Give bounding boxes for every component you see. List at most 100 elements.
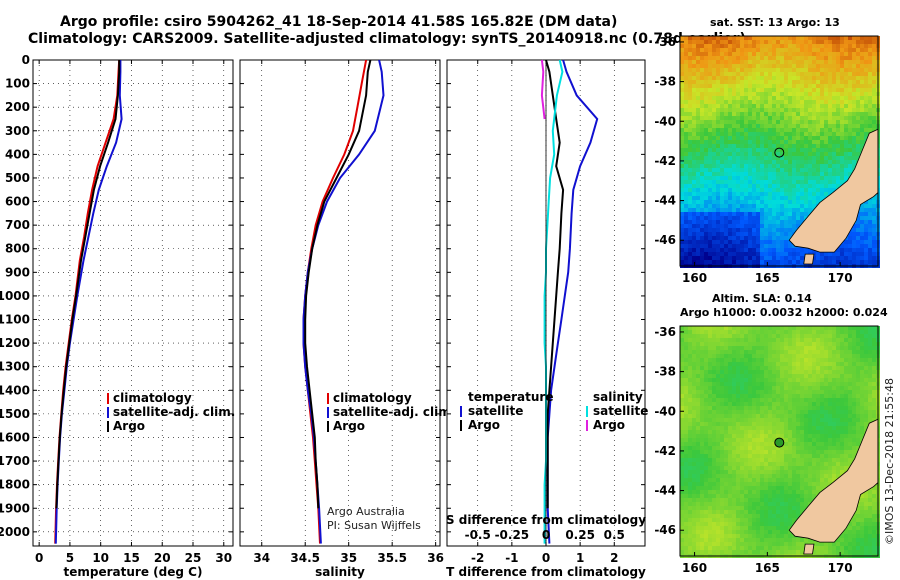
map-cell <box>868 350 872 354</box>
map-cell <box>716 64 720 68</box>
map-cell <box>696 342 700 346</box>
map-cell <box>704 414 708 418</box>
map-cell <box>856 228 860 232</box>
map-cell <box>784 88 788 92</box>
map-cell <box>700 252 704 256</box>
map-cell <box>836 148 840 152</box>
map-cell <box>816 168 820 172</box>
map-cell <box>744 192 748 196</box>
map-cell <box>692 252 696 256</box>
map-cell <box>680 92 684 96</box>
map-cell <box>772 60 776 64</box>
map-cell <box>796 374 800 378</box>
map-cell <box>736 224 740 228</box>
map-cell <box>784 244 788 248</box>
map-cell <box>792 338 796 342</box>
map-cell <box>836 410 840 414</box>
map-cell <box>848 256 852 260</box>
map-cell <box>756 220 760 224</box>
map-cell <box>740 414 744 418</box>
map-cell <box>748 450 752 454</box>
map-cell <box>848 418 852 422</box>
map-cell <box>712 454 716 458</box>
map-cell <box>728 108 732 112</box>
map-cell <box>816 358 820 362</box>
map-cell <box>848 454 852 458</box>
map-cell <box>820 112 824 116</box>
map-cell <box>768 386 772 390</box>
title-line-1: Argo profile: csiro 5904262_41 18-Sep-20… <box>60 14 617 30</box>
map-cell <box>872 224 876 228</box>
map-cell <box>688 200 692 204</box>
map-cell <box>732 394 736 398</box>
map-cell <box>836 252 840 256</box>
map-cell <box>848 378 852 382</box>
map-cell <box>680 454 684 458</box>
map-cell <box>740 406 744 410</box>
map-cell <box>828 342 832 346</box>
map-cell <box>804 366 808 370</box>
map-cell <box>868 366 872 370</box>
map-cell <box>732 200 736 204</box>
y-tick-label: 1900 <box>0 501 30 515</box>
map-cell <box>696 212 700 216</box>
map-cell <box>812 176 816 180</box>
map-cell <box>776 196 780 200</box>
map-cell <box>756 410 760 414</box>
map-cell <box>684 124 688 128</box>
map-cell <box>768 188 772 192</box>
map-cell <box>740 88 744 92</box>
map-cell <box>796 366 800 370</box>
map-cell <box>796 124 800 128</box>
map-cell <box>696 220 700 224</box>
map-cell <box>724 140 728 144</box>
map-cell <box>852 104 856 108</box>
map-cell <box>840 80 844 84</box>
map-cell <box>764 196 768 200</box>
map-cell <box>696 96 700 100</box>
map-cell <box>688 44 692 48</box>
map-cell <box>836 164 840 168</box>
map-cell <box>824 188 828 192</box>
map-cell <box>748 168 752 172</box>
map-cell <box>760 112 764 116</box>
map-cell <box>848 350 852 354</box>
map-cell <box>792 466 796 470</box>
map-cell <box>812 346 816 350</box>
map-cell <box>732 370 736 374</box>
map-cell <box>684 56 688 60</box>
map-cell <box>776 454 780 458</box>
map-cell <box>816 398 820 402</box>
map-cell <box>768 326 772 330</box>
map-cell <box>804 462 808 466</box>
map-cell <box>772 256 776 260</box>
map-cell <box>744 176 748 180</box>
map-cell <box>820 40 824 44</box>
map-cell <box>860 330 864 334</box>
map-cell <box>844 104 848 108</box>
map-cell <box>796 260 800 264</box>
map-cell <box>704 358 708 362</box>
map-cell <box>824 76 828 80</box>
map-cell <box>772 172 776 176</box>
map-cell <box>868 410 872 414</box>
map-cell <box>744 260 748 264</box>
map-cell <box>692 334 696 338</box>
map-cell <box>736 378 740 382</box>
map-cell <box>860 56 864 60</box>
map-cell <box>728 160 732 164</box>
map-cell <box>812 164 816 168</box>
map-cell <box>712 36 716 40</box>
map-cell <box>828 172 832 176</box>
map-cell <box>732 350 736 354</box>
map-cell <box>768 458 772 462</box>
map-cell <box>856 426 860 430</box>
map-cell <box>768 72 772 76</box>
map-cell <box>808 72 812 76</box>
map-cell <box>696 260 700 264</box>
map-cell <box>744 378 748 382</box>
map-cell <box>716 92 720 96</box>
map-cell <box>728 256 732 260</box>
map-cell <box>688 244 692 248</box>
map-cell <box>708 80 712 84</box>
